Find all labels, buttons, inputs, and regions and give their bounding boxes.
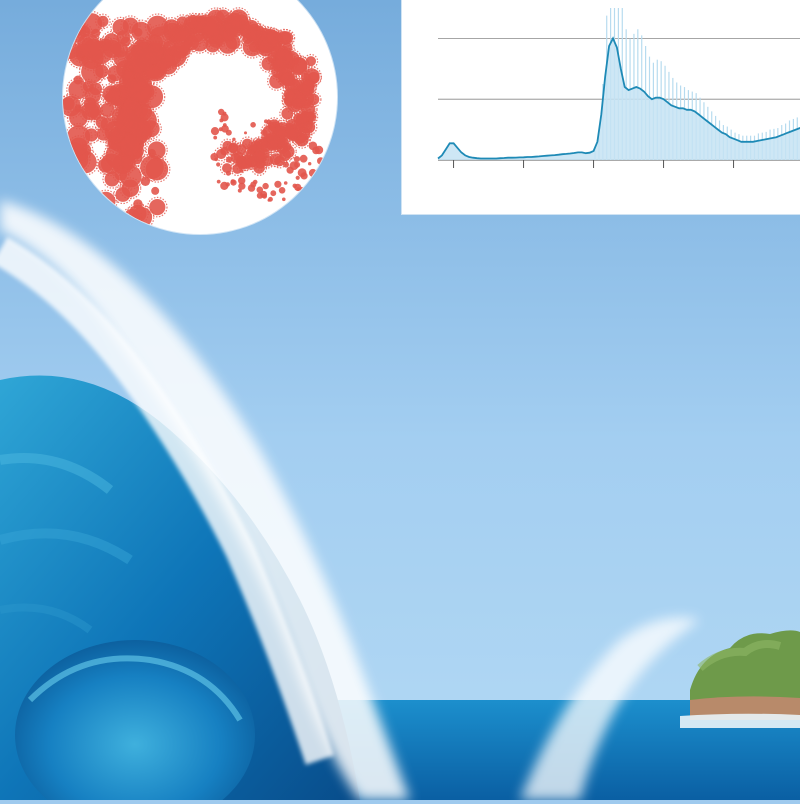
virus-particle [300, 172, 308, 180]
virus-particle [299, 154, 308, 163]
virus-particle [238, 176, 246, 185]
virus-particle [292, 183, 297, 188]
virus-particle [282, 197, 286, 202]
virus-particle [143, 155, 171, 183]
virus-particle [87, 106, 104, 123]
virus-particle [74, 31, 103, 59]
virus-particle [225, 170, 231, 176]
virus-particle [95, 155, 115, 175]
virus-particle [107, 128, 123, 144]
virus-particle [250, 181, 257, 188]
virus-particle [293, 111, 309, 127]
virus-particle [102, 169, 122, 189]
virus-particle [105, 63, 126, 84]
virus-particle [262, 182, 269, 190]
virus-particle [244, 131, 247, 135]
virus-particle [210, 153, 219, 161]
virus-particle [216, 162, 221, 167]
virus-particle [308, 162, 312, 166]
virus-particle [100, 37, 124, 61]
virus-particle [294, 161, 301, 168]
virus-particle [275, 126, 281, 131]
virus-particle [304, 129, 309, 133]
virus-particle [67, 135, 90, 158]
virus-particle [236, 158, 246, 168]
virus-particle [119, 177, 142, 200]
virus-particle [261, 136, 266, 141]
virus-particle [220, 146, 229, 156]
virus-particle [274, 180, 282, 188]
virus-particle [260, 129, 268, 136]
wave [0, 375, 360, 804]
wave-tube [15, 640, 255, 804]
virus-particle [144, 13, 171, 39]
island [680, 630, 800, 728]
virus-particle [278, 187, 286, 194]
virus-particle [125, 75, 153, 103]
virus-wave-inset [63, 0, 337, 234]
virus-wave-icon [63, 7, 325, 230]
virus-particle [293, 156, 300, 163]
virus-particle [265, 133, 274, 142]
virus-particle [256, 192, 264, 199]
virus-particle [262, 193, 267, 199]
virus-particle [226, 156, 233, 163]
virus-particle [285, 122, 294, 132]
virus-particle [147, 196, 168, 218]
virus-particle [210, 127, 220, 136]
case-curve-chart [437, 8, 800, 168]
virus-particle [188, 31, 211, 54]
virus-particle [221, 125, 229, 133]
virus-particle [98, 114, 117, 134]
virus-particle [250, 122, 256, 128]
virus-particle [172, 25, 191, 44]
virus-particle [239, 169, 244, 173]
virus-particle [280, 137, 289, 147]
wave-foam [0, 200, 700, 800]
virus-particle [256, 186, 264, 194]
virus-particle [264, 119, 268, 124]
series-line [437, 36, 800, 160]
chart-panel [401, 0, 800, 215]
virus-particle [118, 34, 134, 49]
virus-particle [268, 196, 273, 202]
virus-particle [133, 199, 143, 209]
virus-particle [232, 137, 236, 141]
virus-particle [296, 187, 300, 192]
virus-particle [305, 69, 322, 87]
virus-particle [239, 136, 255, 152]
virus-particle [140, 118, 162, 140]
virus-particle [230, 179, 237, 186]
virus-particle [216, 179, 221, 184]
virus-particle [219, 118, 224, 123]
virus-particle [303, 53, 319, 69]
virus-particle [295, 175, 300, 180]
virus-particle [213, 135, 218, 140]
virus-particle [286, 166, 294, 174]
virus-particle [251, 148, 267, 165]
virus-particle [117, 114, 127, 124]
virus-particle [140, 176, 151, 186]
virus-particle [289, 96, 305, 112]
virus-particle [104, 93, 113, 102]
virus-particle [283, 161, 289, 168]
virus-particle [151, 186, 160, 195]
virus-particle [225, 182, 230, 187]
virus-particle [238, 182, 246, 190]
virus-particle [270, 190, 277, 197]
virus-particle [308, 141, 318, 151]
virus-particle [283, 181, 288, 185]
series-area [438, 38, 800, 160]
virus-particle [139, 44, 163, 67]
